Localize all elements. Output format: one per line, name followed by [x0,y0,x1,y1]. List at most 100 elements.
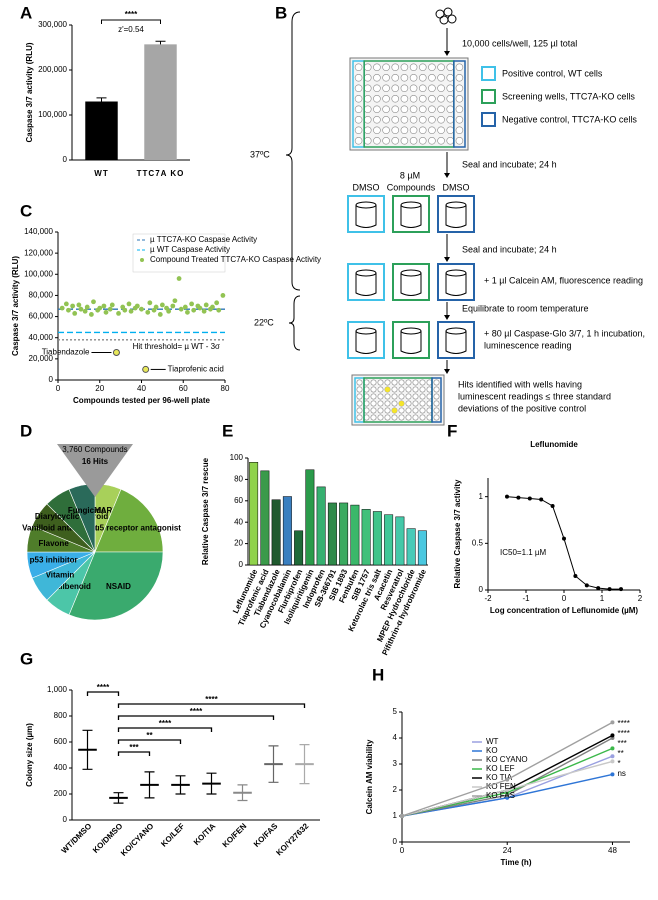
well [419,414,426,421]
well [391,94,400,103]
y-tick-label: 100 [230,453,244,462]
well-label: Compounds [387,182,436,192]
point [107,306,113,312]
step-text: Equilibrate to room temperature [462,303,589,313]
well [384,414,391,421]
marker [610,772,615,777]
well-box [392,263,430,301]
well [433,379,440,386]
well [398,414,405,421]
well [363,94,372,103]
point [66,307,71,313]
point [91,299,96,305]
marker [596,586,601,591]
legend-swatch [140,258,144,262]
well [363,136,372,145]
well [409,126,418,135]
y-tick-label: 20 [234,539,243,548]
y-tick-label: 60,000 [29,312,54,321]
well [391,400,398,407]
x-tick-label: TTC7A KO [137,169,185,178]
neg-col [453,60,466,148]
well [370,407,377,414]
y-tick-label: 0 [49,375,54,384]
x-tick-label: 24 [503,846,512,855]
x-tick-label: KO/Y27632 [274,821,310,857]
well [382,84,390,93]
x-tick-label: KO/FEN [221,821,249,849]
point [84,304,90,310]
well [400,63,409,72]
marker [610,733,615,738]
point [147,300,153,306]
panel-label: C [20,201,32,220]
well [398,386,405,393]
slice-label: DMARD [88,506,118,515]
hit-well [384,386,391,393]
y-tick-label: 100,000 [24,269,53,278]
well [455,84,464,93]
well-box [437,263,475,301]
y-tick-label: 5 [393,707,398,716]
hit-well [398,400,405,407]
x-tick-label: 40 [137,384,146,393]
well [370,414,377,421]
point [116,311,121,316]
point [157,312,163,317]
sig-label: *** [129,743,139,752]
marker [607,587,612,592]
well [405,393,412,400]
sig-label: * [617,759,620,768]
legend-label: KO TIA [486,773,513,782]
well [433,414,440,421]
well [409,136,418,145]
well [363,115,372,124]
funnel [57,444,133,497]
y-tick-label: 3 [393,759,398,768]
point [201,308,207,314]
tube [400,331,422,354]
well [412,379,419,386]
error-bar [155,40,166,45]
well [354,126,363,135]
point [126,301,132,307]
well [428,105,436,114]
point [216,307,222,313]
bar [361,509,371,566]
well [391,136,400,145]
marker [400,814,404,818]
step-text: Hits identified with wells having [458,379,582,389]
well [446,94,455,103]
slice-label: Diarylcyclic steroid [35,512,108,521]
well [455,136,464,145]
step-text: + 1 µl Calcein AM, fluorescence reading [484,275,643,285]
annotation: z'=0.54 [118,25,144,34]
sig-bracket [117,727,213,732]
y-tick-label: 400 [54,763,68,772]
well [370,400,377,407]
legend-text: Positive control, WT cells [502,68,603,78]
well-box [347,321,385,359]
marker [550,504,555,508]
well [419,400,426,407]
point [128,308,134,314]
well [418,63,427,72]
well-label: DMSO [443,182,470,192]
slice-label: Vitamin [46,571,75,580]
well [409,63,418,72]
well [377,407,384,414]
legend-swatch [481,89,496,104]
legend-label: µ TTC7A-KO Caspase Activity [150,235,257,244]
well [400,73,409,82]
well [409,94,418,103]
point [72,311,78,316]
point [197,305,203,311]
point [203,302,209,308]
well [400,105,409,114]
well [382,63,390,72]
x-axis-title: Time (h) [501,858,532,867]
well [428,84,436,93]
legend-label: µ WT Caspase Activity [150,245,230,254]
annotation: IC50=1.1 µM [500,548,547,557]
well [437,136,445,145]
